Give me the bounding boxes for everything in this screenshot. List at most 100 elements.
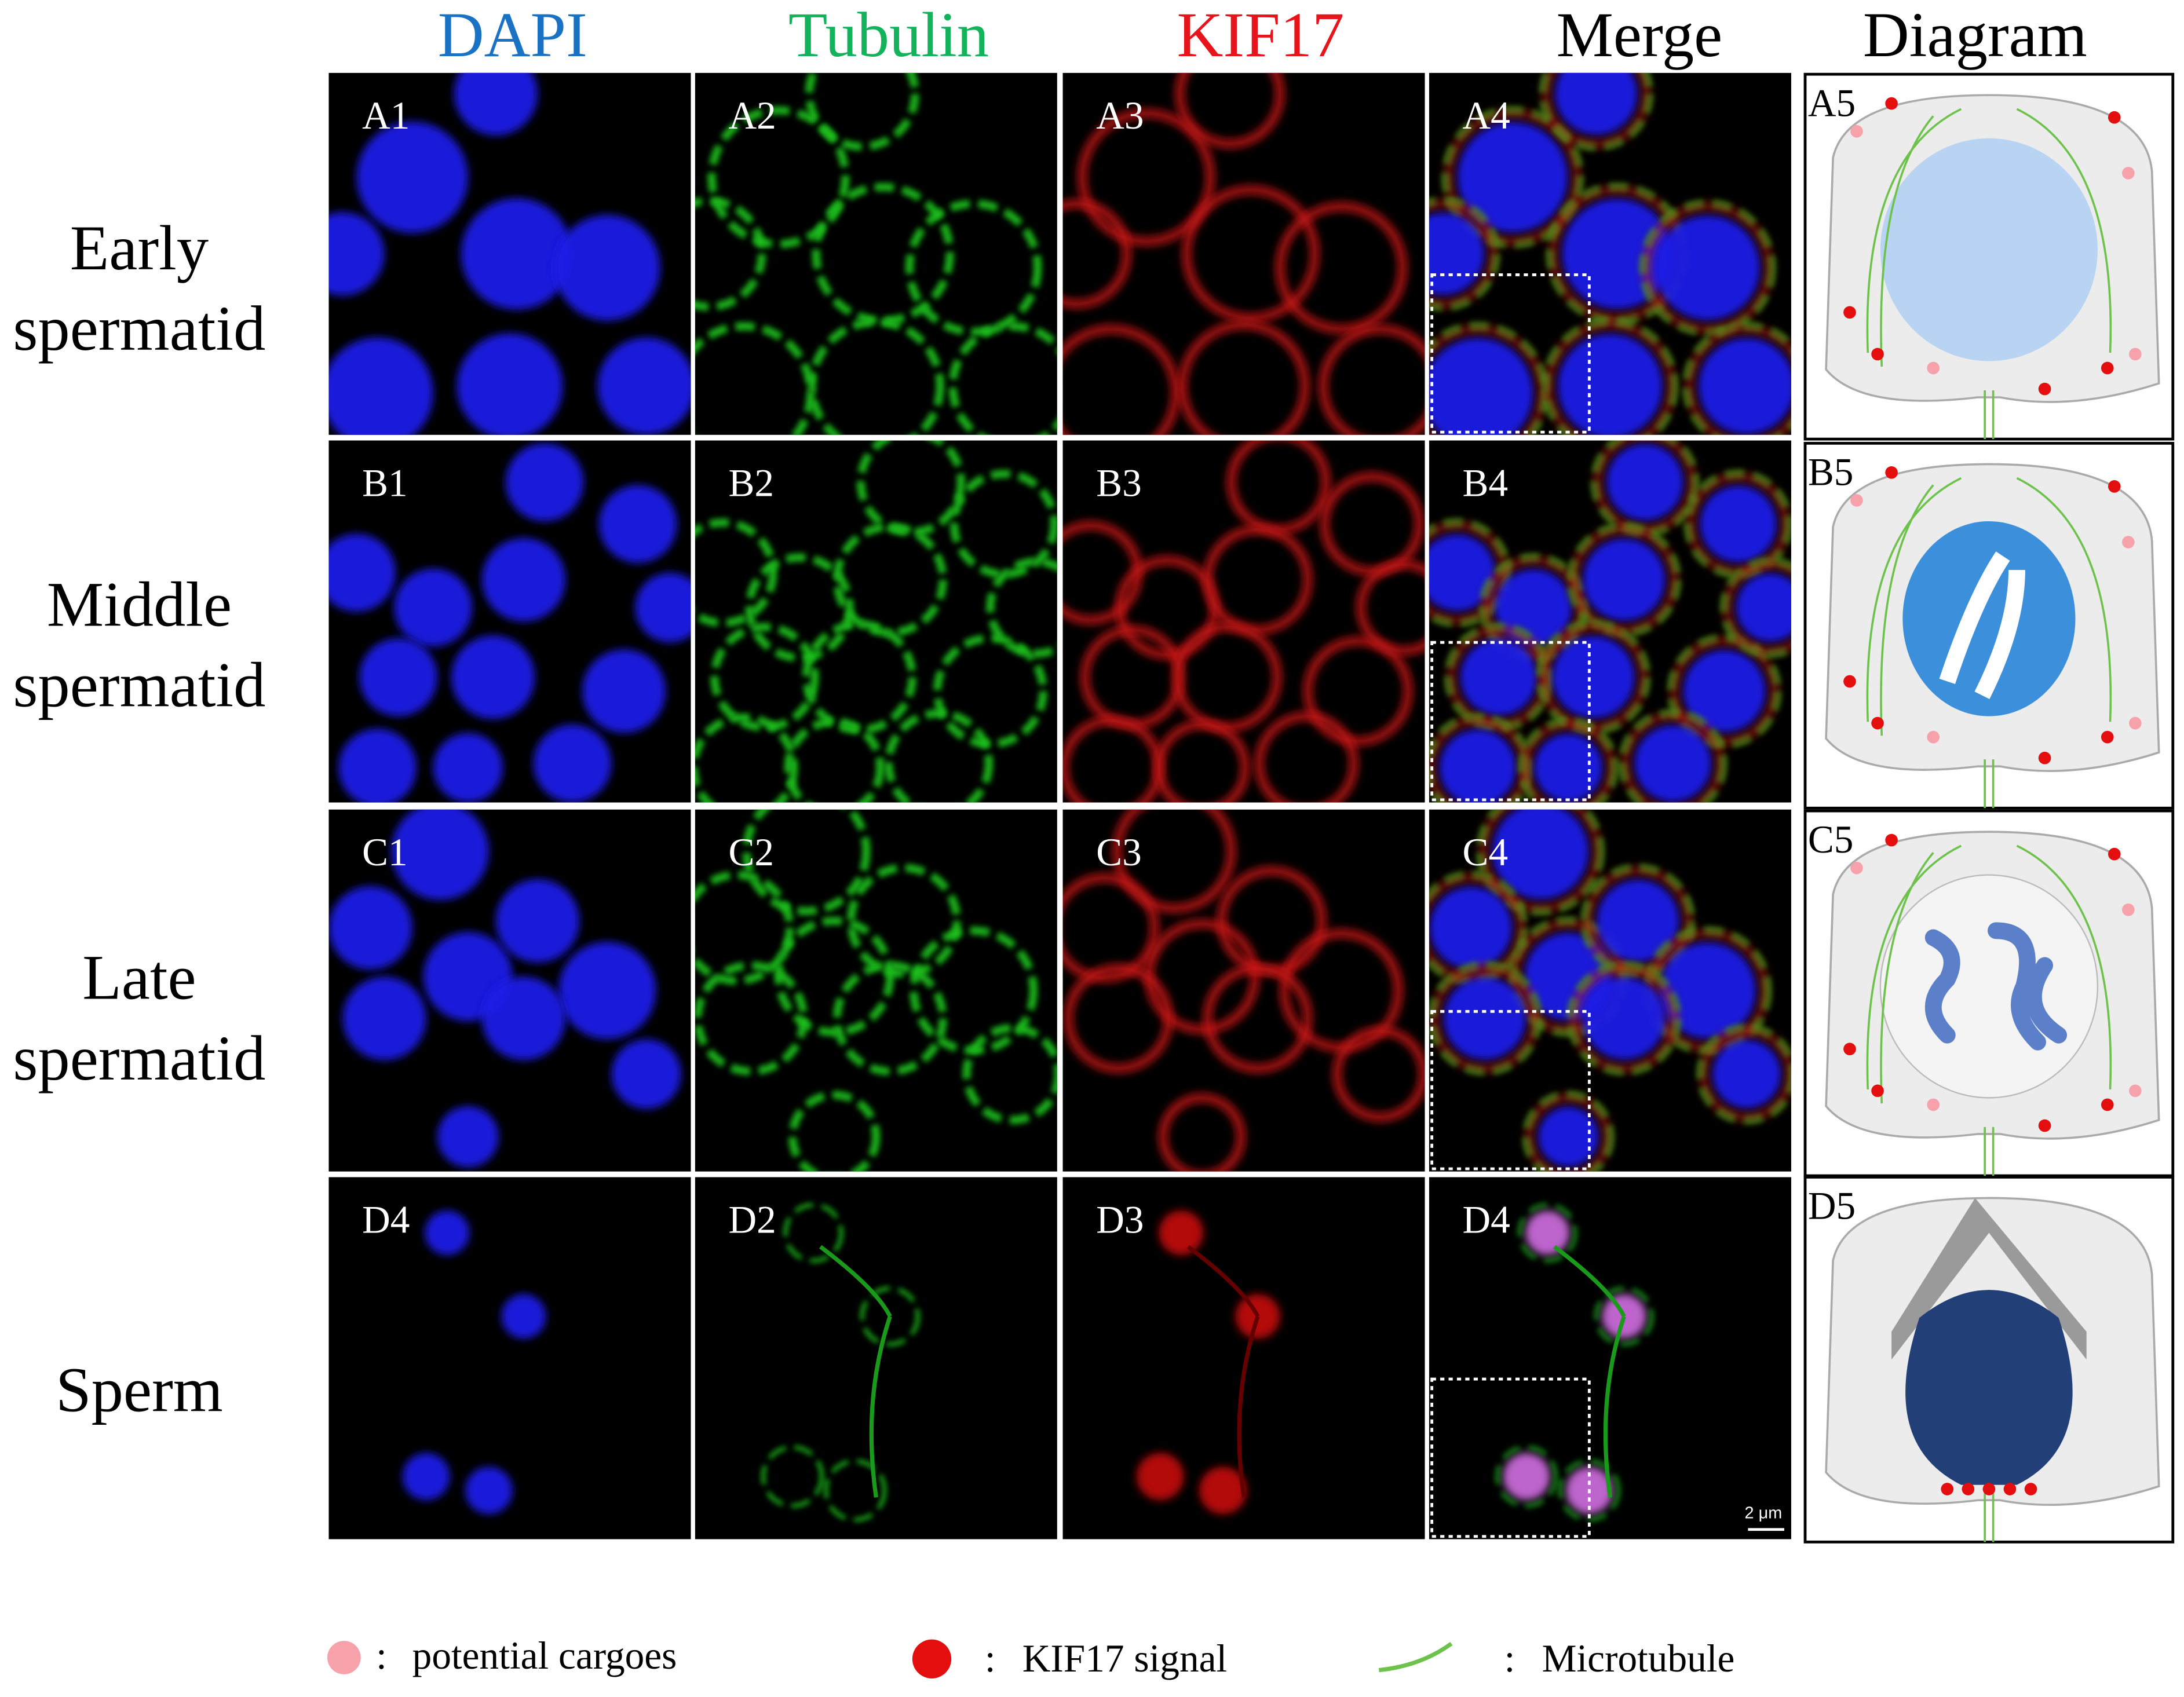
nucleus	[1879, 874, 2099, 1099]
nucleus	[1682, 649, 1766, 733]
nucleus	[481, 537, 566, 622]
tubulin-ring	[783, 1202, 843, 1263]
tubulin-ring	[761, 1445, 824, 1508]
legend-label: KIF17 signal	[1022, 1637, 1227, 1680]
kif17-signal	[1062, 199, 1132, 309]
panel-bg	[1429, 1177, 1791, 1539]
legend: : potential cargoes : KIF17 signal : Mic…	[327, 1634, 1734, 1680]
kif17-dot	[1850, 494, 1863, 507]
microtubules	[1866, 108, 2112, 367]
nucleus	[558, 942, 656, 1040]
row-label: spermatid	[13, 292, 265, 364]
acrosome	[1891, 1198, 2087, 1360]
diagram	[1803, 1176, 2175, 1544]
kif17-signal	[1524, 1092, 1612, 1172]
tubulin-ring	[986, 557, 1057, 658]
panel-label: B2	[728, 462, 774, 505]
panel-bg	[695, 1177, 1057, 1539]
kif17-dot	[1871, 716, 1884, 730]
tubulin-ring	[832, 961, 947, 1076]
panel-label: A2	[728, 94, 776, 137]
tubulin-ring	[695, 961, 808, 1076]
kif17-dot	[1927, 1098, 1940, 1111]
nucleus	[481, 976, 566, 1060]
kif17-signal	[1520, 719, 1617, 803]
column-header: DAPI	[438, 0, 587, 70]
inset-box	[1430, 1010, 1591, 1171]
kif17-dot	[2024, 1483, 2037, 1495]
kif17-dot	[1941, 1483, 1954, 1495]
tubulin-ring	[710, 623, 819, 732]
kif17-signal	[1699, 1026, 1791, 1122]
kif17-signal	[1318, 324, 1425, 435]
panel-grid: A1 A2 A3 A4 A5 B1 B2 B3 B4 B5 C1 C2 C3 C4 C5 D4 D2 D3 D4 D5…	[328, 72, 2175, 1544]
tubulin-ring	[695, 871, 794, 985]
row-label: spermatid	[13, 649, 265, 721]
nucleus	[505, 443, 584, 521]
flagellum	[1984, 390, 1995, 440]
tubulin-ring	[695, 713, 798, 803]
kif17-signal	[1303, 636, 1414, 747]
nucleus	[356, 121, 468, 233]
nucleus	[451, 635, 535, 719]
kif17-dot	[2108, 480, 2121, 493]
tubulin-ring	[742, 809, 871, 916]
column-header: Merge	[1557, 0, 1723, 70]
nucleus	[328, 337, 433, 435]
kif17-dot	[2038, 1119, 2051, 1132]
kif17-signal	[1478, 809, 1603, 913]
nucleus	[1503, 1453, 1551, 1501]
micrograph	[695, 1177, 1057, 1539]
nucleus	[461, 198, 573, 310]
tubulin-ring	[812, 182, 954, 325]
nucleus	[1699, 485, 1777, 564]
micrograph	[1429, 440, 1791, 803]
tubulin-ring	[707, 106, 850, 248]
kif17-dot	[2101, 1098, 2114, 1111]
kif17-signal	[1685, 324, 1791, 435]
panel-label: C3	[1096, 831, 1142, 874]
panel-label: A1	[362, 94, 410, 137]
tubulin-ring	[808, 317, 945, 435]
kif17-signal	[1158, 1092, 1246, 1172]
kif17-signal	[1063, 963, 1174, 1074]
nucleus	[342, 976, 426, 1060]
nucleus	[425, 1210, 470, 1256]
tubulin-ring	[1558, 1459, 1621, 1522]
nucleus	[454, 72, 538, 136]
panel-label: C4	[1463, 831, 1509, 874]
nucleus	[1659, 942, 1756, 1040]
nucleus	[635, 572, 691, 643]
kif17-dot	[1885, 97, 1898, 110]
kif17-dot	[2129, 1084, 2142, 1098]
kif17-signal	[1332, 1026, 1425, 1122]
kif17-dot	[1927, 361, 1940, 375]
legend-swatch-signal	[912, 1639, 952, 1678]
nucleus	[456, 333, 563, 435]
kif17-dot	[1843, 675, 1856, 688]
micrograph	[328, 440, 691, 803]
tubulin-ring	[846, 864, 961, 978]
kif17-dot	[1850, 125, 1863, 138]
nucleus	[1582, 537, 1666, 622]
nucleus	[391, 809, 489, 900]
nucleus	[582, 649, 666, 733]
nucleus	[1492, 809, 1590, 900]
micrograph	[695, 440, 1057, 803]
diagram	[1803, 441, 2175, 810]
panel-label: B3	[1096, 462, 1142, 505]
kif17-dot	[1843, 1043, 1856, 1056]
micrograph	[328, 1177, 691, 1539]
kif17-dot	[2101, 361, 2114, 375]
nucleus	[1438, 729, 1517, 803]
tubulin-ring	[1517, 1202, 1577, 1263]
legend-separator: :	[985, 1637, 996, 1680]
panel-label: D5	[1808, 1184, 1856, 1228]
panel-bg	[1062, 1177, 1425, 1539]
tubulin-ring	[695, 196, 766, 311]
kif17-dot	[2108, 111, 2121, 124]
kif17-dot	[2038, 751, 2051, 765]
nucleus	[1533, 733, 1604, 803]
kif17-signal	[1254, 711, 1359, 803]
panel-label: B5	[1808, 450, 1854, 493]
